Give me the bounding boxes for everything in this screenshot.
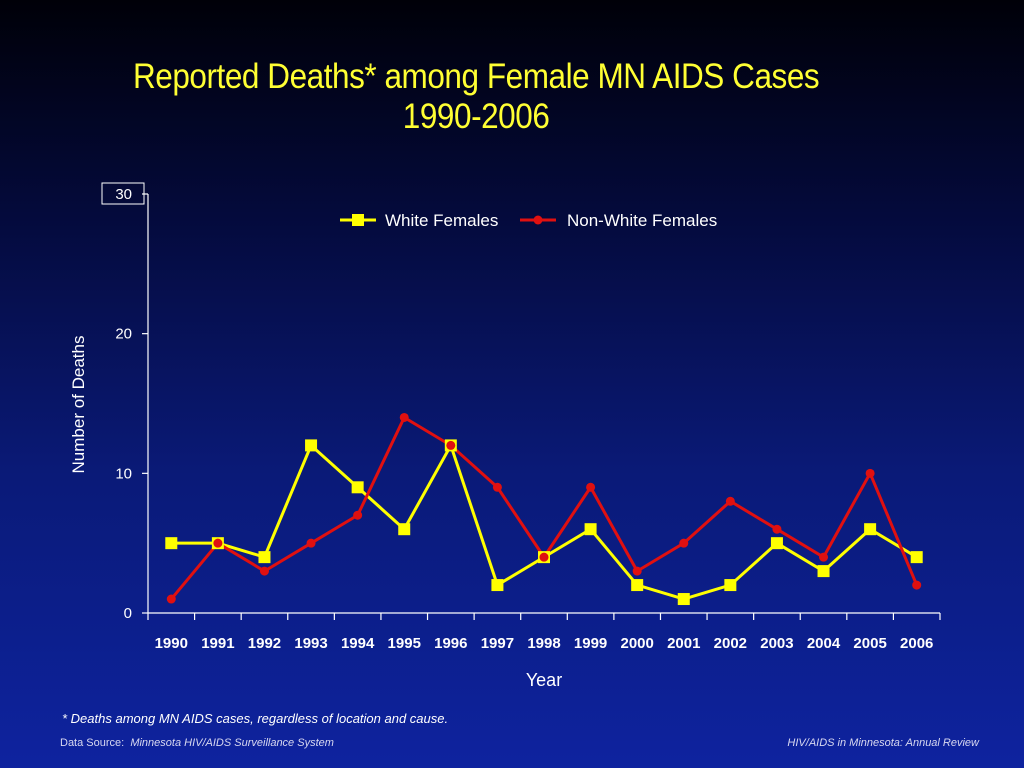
y-tick-label: 20 (115, 326, 132, 343)
data-point-non-white-females (865, 468, 875, 478)
data-point-non-white-females (353, 510, 363, 520)
data-point-white-females (910, 551, 923, 564)
data-point-white-females (677, 593, 690, 606)
data-point-non-white-females (539, 552, 549, 562)
data-point-non-white-females (725, 496, 735, 506)
x-tick-label: 2005 (853, 635, 886, 652)
x-axis-title: Year (526, 670, 562, 690)
data-point-non-white-females (772, 524, 782, 534)
data-point-white-females (864, 523, 877, 536)
data-point-white-females (305, 439, 318, 452)
data-point-white-females (631, 579, 644, 592)
data-point-non-white-females (586, 482, 596, 492)
x-tick-label: 1990 (155, 635, 188, 652)
publication-name: HIV/AIDS in Minnesota: Annual Review (787, 737, 979, 749)
line-chart: 0 10 20 30 1990 1991 1992 1993 1994 1995 1996 1997 1… (69, 182, 933, 690)
y-tick-label: 30 (115, 186, 132, 203)
x-tick-label: 1991 (201, 635, 234, 652)
data-point-white-females (584, 523, 597, 536)
x-tick-label: 1993 (294, 635, 327, 652)
x-tick-label: 1997 (481, 635, 514, 652)
data-point-non-white-females (213, 538, 223, 548)
data-point-non-white-females (306, 538, 316, 548)
legend-marker-non-white-females (533, 215, 543, 225)
y-max-label-box (101, 182, 145, 205)
data-point-white-females (770, 537, 783, 550)
legend-label-white-females: White Females (385, 211, 498, 230)
x-tick-label: 2000 (620, 635, 653, 652)
y-tick-label: 0 (124, 605, 132, 622)
x-tick-label: 2002 (714, 635, 747, 652)
title-line-2: 1990-2006 (402, 97, 550, 136)
title-line-1: Reported Deaths* among Female MN AIDS Ca… (132, 57, 820, 96)
data-point-white-females (258, 551, 271, 564)
x-tick-label: 1999 (574, 635, 607, 652)
x-tick-label: 2006 (900, 635, 933, 652)
data-point-non-white-females (679, 538, 689, 548)
x-tick-label: 2003 (760, 635, 793, 652)
x-tick-label: 1998 (527, 635, 560, 652)
data-point-white-females (817, 565, 830, 578)
series-line-white-females (171, 441, 918, 601)
data-source-label: Data Source: (60, 737, 125, 749)
x-tick-label: 1995 (388, 635, 421, 652)
legend-label-non-white-females: Non-White Females (567, 211, 717, 230)
data-point-non-white-females (632, 566, 642, 576)
data-point-white-females (491, 579, 504, 592)
data-point-non-white-females (259, 566, 269, 576)
data-point-non-white-females (166, 594, 176, 604)
data-point-non-white-females (492, 482, 502, 492)
x-tick-label: 1994 (341, 635, 375, 652)
data-point-non-white-females (819, 552, 829, 562)
series-line-non-white-females (170, 415, 919, 600)
data-point-non-white-females (399, 412, 409, 422)
x-tick-label: 1992 (248, 635, 281, 652)
data-source-value: Minnesota HIV/AIDS Surveillance System (130, 737, 334, 749)
data-source: Data Source: Minnesota HIV/AIDS Surveill… (60, 737, 334, 749)
data-point-non-white-females (912, 580, 922, 590)
data-point-non-white-females (446, 440, 456, 450)
footnote: * Deaths among MN AIDS cases, regardless… (62, 711, 449, 726)
chart-title: Reported Deaths* among Female MN AIDS Ca… (0, 57, 952, 137)
y-axis-title: Number of Deaths (69, 336, 88, 474)
data-point-white-females (351, 481, 364, 494)
x-tick-label: 1996 (434, 635, 467, 652)
data-point-white-females (398, 523, 411, 536)
x-tick-label: 2001 (667, 635, 700, 652)
y-tick-label: 10 (115, 465, 132, 482)
x-tick-label: 2004 (807, 635, 841, 652)
data-point-white-females (165, 537, 178, 550)
legend-marker-white-females (352, 214, 364, 226)
data-point-white-females (724, 579, 737, 592)
